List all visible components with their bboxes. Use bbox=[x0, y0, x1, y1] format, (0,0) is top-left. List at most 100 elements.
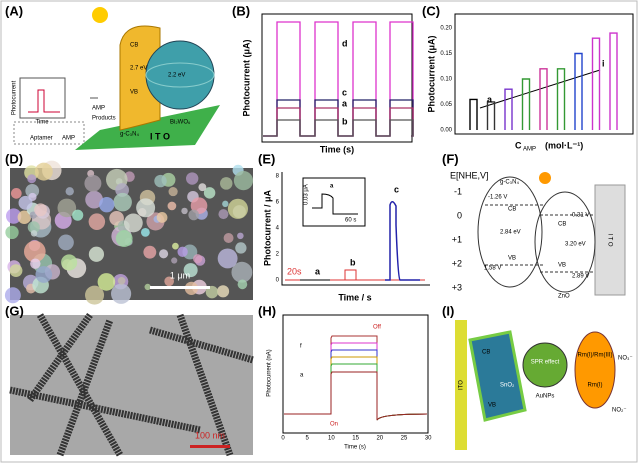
plot-frame bbox=[261, 13, 413, 143]
grain bbox=[231, 261, 253, 283]
spike bbox=[504, 88, 513, 130]
grain bbox=[227, 198, 248, 219]
y-tick-label: 4 bbox=[276, 226, 280, 232]
spike bbox=[469, 98, 478, 130]
grain bbox=[34, 203, 47, 217]
grain bbox=[27, 221, 40, 234]
grain bbox=[237, 279, 248, 290]
label: VB bbox=[130, 90, 138, 96]
label: AMP bbox=[92, 106, 105, 112]
grain bbox=[34, 162, 53, 181]
label: On bbox=[330, 422, 338, 428]
sun bbox=[92, 7, 108, 23]
panel-label: (E) bbox=[258, 151, 275, 166]
panel-label: (I) bbox=[442, 303, 454, 318]
grain bbox=[9, 264, 23, 278]
label: AMP bbox=[523, 147, 536, 153]
label: Rm(I) bbox=[588, 383, 603, 389]
label: 1.58 V bbox=[484, 266, 501, 272]
panel-label: (B) bbox=[232, 3, 250, 18]
inset-frame bbox=[302, 177, 366, 227]
label: -1.26 V bbox=[488, 195, 507, 201]
grain bbox=[198, 183, 207, 192]
grain bbox=[143, 245, 157, 259]
grain bbox=[29, 211, 37, 219]
x-tick-label: 0 bbox=[281, 436, 285, 442]
panel-label: (H) bbox=[258, 303, 276, 318]
fiber bbox=[27, 312, 93, 403]
label: f bbox=[300, 344, 302, 350]
label: c bbox=[394, 184, 399, 194]
y-tick-label: 0.05 bbox=[440, 102, 452, 108]
levels bbox=[485, 204, 595, 273]
grain bbox=[144, 283, 151, 291]
panel-label: (C) bbox=[422, 3, 440, 18]
label: 2.2 eV bbox=[168, 73, 185, 79]
inset-trace bbox=[28, 89, 60, 113]
label: CB bbox=[558, 222, 566, 228]
sun bbox=[539, 172, 551, 184]
inset-trace bbox=[312, 193, 358, 215]
band2 bbox=[534, 191, 596, 293]
trace-b bbox=[340, 269, 365, 281]
grain bbox=[168, 186, 178, 197]
trace bbox=[284, 371, 428, 421]
grain bbox=[84, 174, 102, 192]
label: Bi₂WO₆ bbox=[170, 120, 191, 126]
label: 2.7 eV bbox=[130, 66, 147, 72]
y-tick-label: 0 bbox=[276, 278, 280, 284]
grain bbox=[27, 174, 37, 184]
grain bbox=[72, 209, 84, 221]
x-tick-label: 10 bbox=[328, 436, 335, 442]
fiber bbox=[176, 313, 234, 457]
label: SnO₂ bbox=[500, 383, 515, 389]
grain bbox=[30, 230, 38, 237]
grain bbox=[218, 209, 229, 220]
y-tick-label: 0.10 bbox=[440, 77, 452, 83]
grain bbox=[177, 246, 188, 257]
label: Time / s bbox=[338, 292, 371, 302]
grain bbox=[136, 198, 156, 218]
legend-box bbox=[13, 121, 85, 145]
spike bbox=[556, 68, 566, 130]
plot-frame bbox=[454, 13, 634, 135]
grain bbox=[156, 212, 168, 223]
label: VB bbox=[558, 263, 566, 269]
tem-texture bbox=[9, 312, 254, 457]
grain bbox=[123, 213, 143, 233]
label: 2.89 V bbox=[572, 274, 589, 280]
label: CB bbox=[130, 43, 138, 49]
grain bbox=[113, 192, 132, 212]
grain bbox=[171, 257, 178, 264]
label: Photocurrent bbox=[12, 80, 18, 115]
label: Rm(I)/Rm(III) bbox=[578, 353, 613, 359]
label: CB bbox=[482, 350, 490, 356]
label: 100 nm bbox=[195, 430, 225, 440]
grain bbox=[65, 187, 74, 196]
label: Products bbox=[92, 116, 116, 122]
label: 20s bbox=[287, 266, 302, 276]
label: Photocurrent (μA) bbox=[426, 35, 436, 112]
grain bbox=[58, 234, 74, 251]
level-label: 0 bbox=[457, 210, 462, 220]
grain bbox=[217, 248, 238, 269]
label: 3.20 eV bbox=[565, 242, 586, 248]
label: c bbox=[342, 87, 347, 97]
grain bbox=[88, 213, 106, 230]
grain bbox=[61, 254, 78, 271]
panel-label: (F) bbox=[442, 151, 459, 166]
ito-slab bbox=[75, 105, 220, 150]
x-tick-label: 5 bbox=[306, 436, 310, 442]
level-label: +1 bbox=[452, 234, 462, 244]
x-tick-label: 20 bbox=[376, 436, 383, 442]
spike bbox=[521, 78, 531, 130]
label: E[NHE,V] bbox=[450, 170, 489, 180]
level-label: +2 bbox=[452, 258, 462, 268]
spike bbox=[574, 52, 583, 130]
ito-bar bbox=[455, 320, 467, 450]
scale-bar bbox=[190, 445, 230, 448]
spike bbox=[591, 37, 601, 130]
y-tick-label: 0.15 bbox=[440, 51, 452, 57]
grain bbox=[217, 285, 230, 298]
label: Photocurrent (nA) bbox=[267, 349, 273, 396]
